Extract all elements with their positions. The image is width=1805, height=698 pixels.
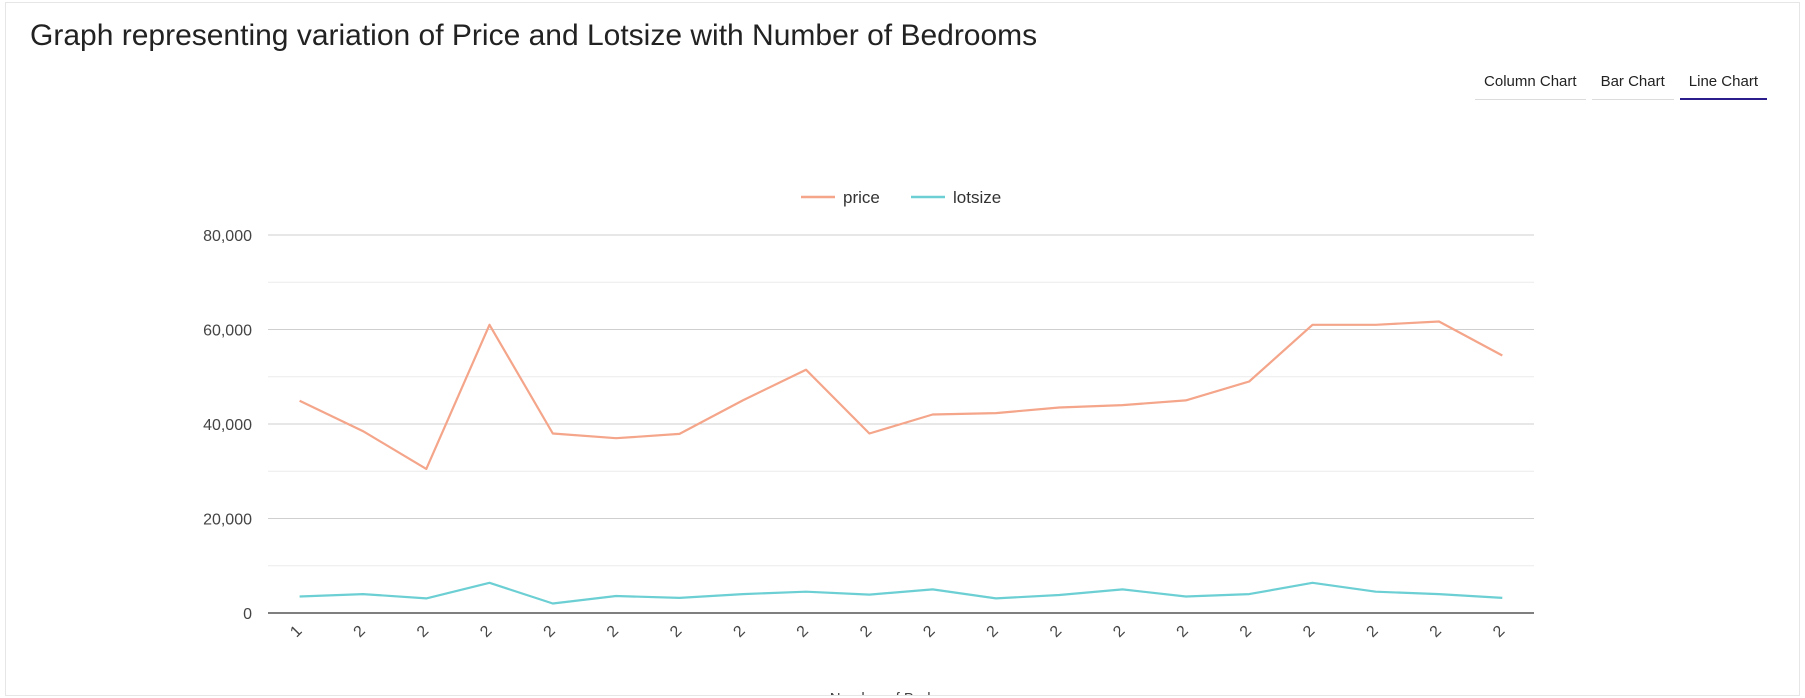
x-tick-label: 2: [984, 623, 1002, 641]
line-chart: 0 20,000 40,000 60,000 80,000 1 2 2 2 2 2 2 2 2 2 2 2 2 2 2…: [203, 188, 1534, 696]
x-tick-label: 2: [1363, 623, 1381, 641]
page-title: Graph representing variation of Price an…: [30, 19, 1038, 52]
x-tick-label: 2: [414, 623, 432, 641]
x-tick-label: 2: [1174, 623, 1192, 641]
y-tick-label: 80,000: [203, 228, 252, 245]
series-line-lotsize: [299, 581, 1503, 605]
tab-column-chart[interactable]: Column Chart: [1475, 69, 1586, 100]
tab-bar-chart[interactable]: Bar Chart: [1591, 69, 1674, 100]
x-tick-label: 2: [477, 623, 495, 641]
x-tick-label: 2: [1110, 623, 1128, 641]
x-tick-label: 2: [1300, 623, 1318, 641]
x-tick-label: 2: [794, 623, 812, 641]
y-tick-label: 60,000: [203, 323, 252, 340]
y-tick-label: 20,000: [203, 512, 252, 529]
x-tick-label: 2: [351, 623, 369, 641]
y-tick-label: 0: [243, 606, 252, 623]
legend-label-price: price: [843, 188, 880, 207]
tab-line-chart[interactable]: Line Chart: [1679, 69, 1767, 100]
y-tick-label: 40,000: [203, 417, 252, 434]
x-tick-label: 2: [1237, 623, 1255, 641]
x-tick-label: 2: [857, 623, 875, 641]
x-tick-label: 2: [541, 623, 559, 641]
x-axis-label: Number of Bedrooms: [830, 690, 973, 696]
x-tick-label: 1: [287, 623, 305, 641]
legend-label-lotsize: lotsize: [953, 188, 1001, 207]
series-line-price: [299, 320, 1503, 470]
x-tick-label: 2: [667, 623, 685, 641]
chart-card: Graph representing variation of Price an…: [5, 2, 1800, 696]
x-tick-label: 2: [604, 623, 622, 641]
x-tick-label: 2: [1490, 623, 1508, 641]
x-tick-label: 2: [730, 623, 748, 641]
x-tick-label: 2: [920, 623, 938, 641]
x-tick-label: 2: [1427, 623, 1445, 641]
chart-type-tabs: Column Chart Bar Chart Line Chart: [1475, 69, 1767, 100]
x-tick-label: 2: [1047, 623, 1065, 641]
